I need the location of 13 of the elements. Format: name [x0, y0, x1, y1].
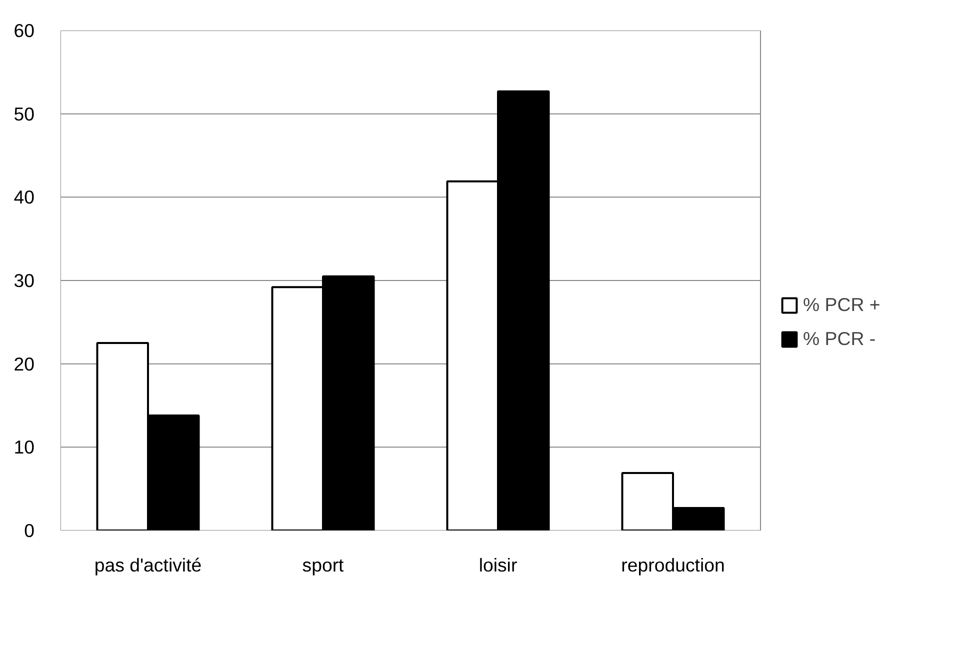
legend-label: % PCR + [803, 294, 880, 316]
y-tick-label: 0 [24, 520, 35, 541]
y-tick-label: 60 [14, 20, 35, 41]
x-tick-label: reproduction [621, 554, 725, 576]
y-tick-label: 30 [14, 270, 35, 291]
x-tick-label: pas d'activité [94, 554, 202, 576]
y-tick-label: 50 [14, 103, 35, 124]
x-tick-label: loisir [478, 554, 518, 576]
x-tick-label: sport [302, 554, 345, 576]
y-tick-label: 40 [14, 186, 35, 208]
y-tick-label: 20 [14, 353, 35, 374]
legend-label: % PCR - [803, 328, 876, 350]
y-tick-label: 10 [14, 436, 35, 458]
